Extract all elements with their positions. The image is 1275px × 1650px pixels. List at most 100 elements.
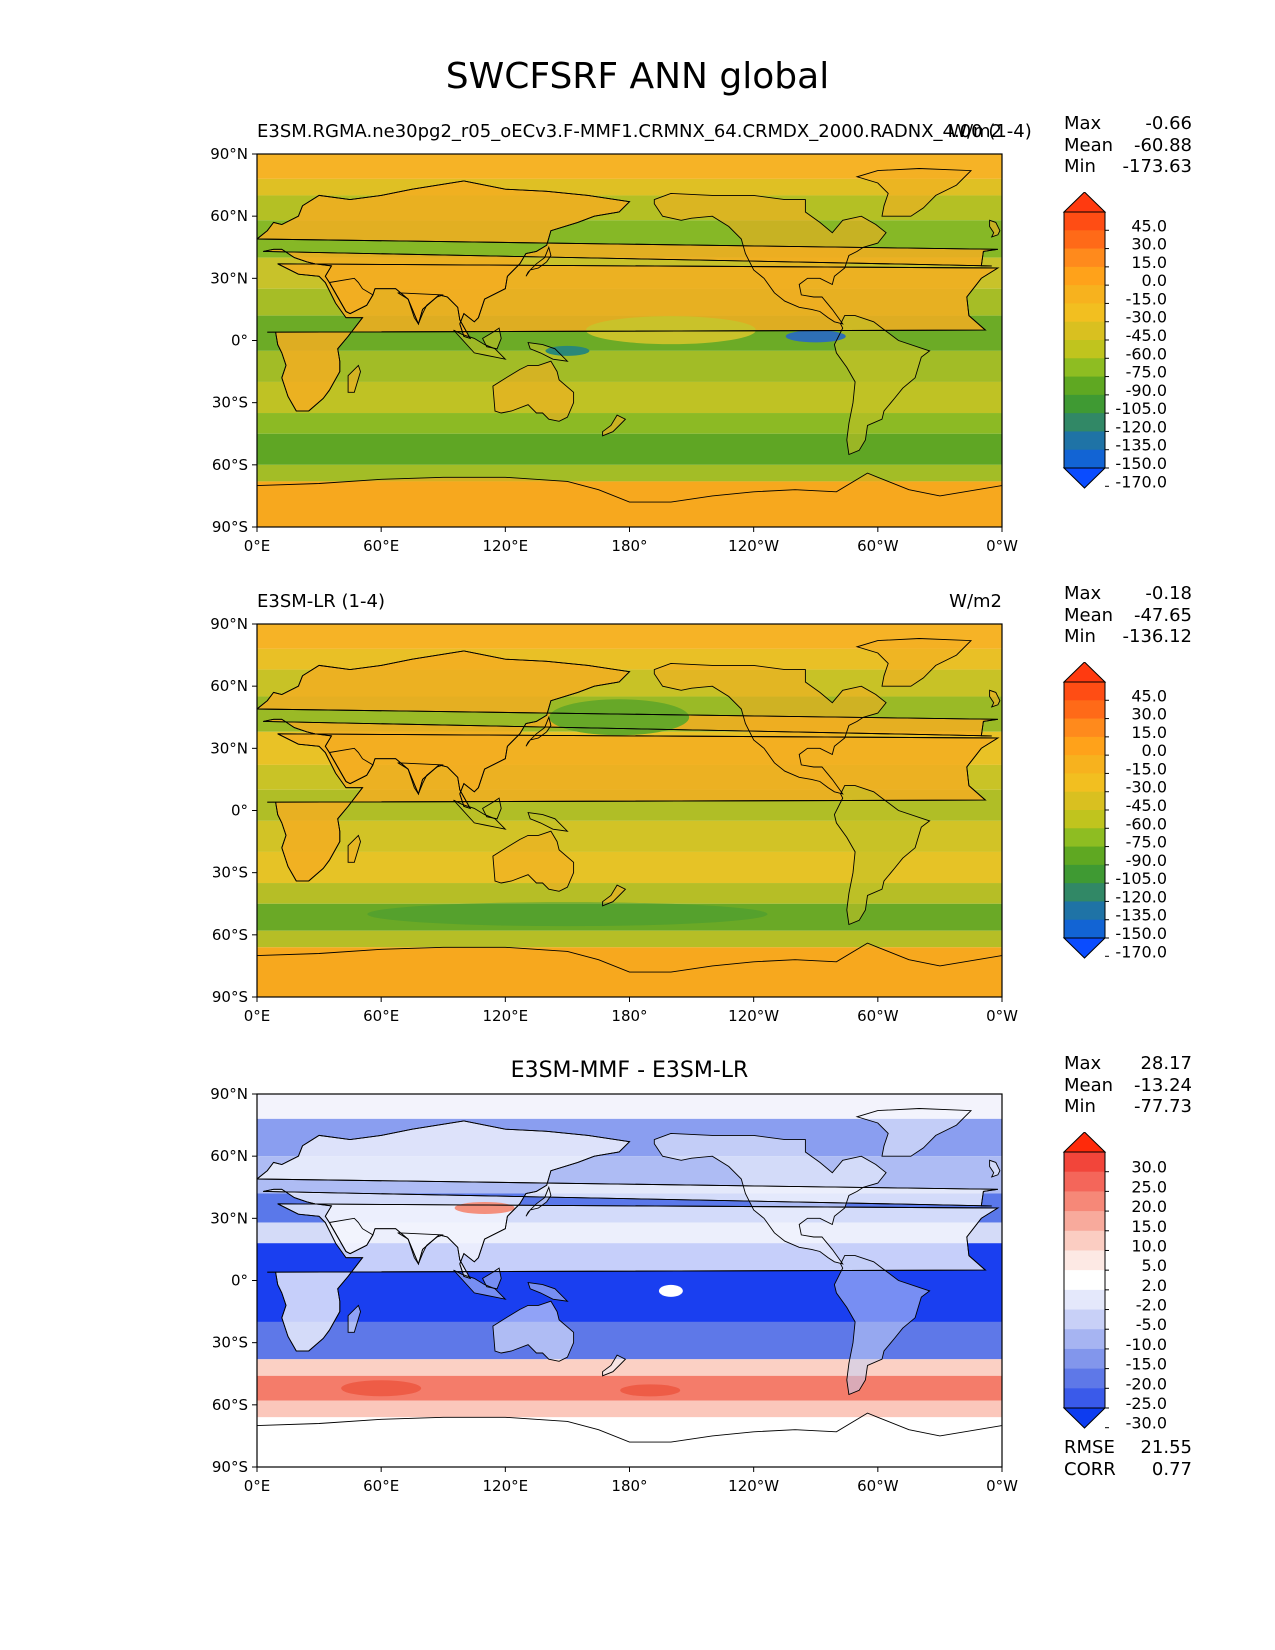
lat-tick-label: 0°	[231, 332, 248, 350]
colorbar-label: -20.0	[1126, 1374, 1167, 1393]
colorbar-segment	[1064, 413, 1105, 432]
coastline	[527, 342, 569, 362]
figure-title: SWCFSRF ANN global	[445, 56, 830, 97]
panel-units: W/m2	[949, 591, 1002, 612]
lon-tick-label: 60°W	[857, 537, 899, 555]
lon-tick-label: 0°W	[986, 537, 1018, 555]
lat-tick-label: 60°S	[212, 1396, 248, 1414]
colorbar-segment	[1064, 1329, 1105, 1350]
lat-tick-label: 30°S	[212, 394, 248, 412]
colorbar-label: -135.0	[1115, 906, 1167, 925]
land-fill	[257, 180, 998, 339]
field-band	[257, 930, 1002, 948]
field-band	[257, 413, 1002, 434]
lat-tick-label: 30°N	[210, 739, 248, 757]
land-fill	[857, 638, 971, 687]
colorbar-segment	[1064, 682, 1105, 701]
colorbar-label: -135.0	[1115, 436, 1167, 455]
coastline	[653, 662, 887, 795]
coastline	[525, 245, 552, 277]
colorbar-segment	[1064, 1171, 1105, 1192]
land-fill	[834, 315, 930, 455]
lon-tick-label: 60°E	[363, 1477, 399, 1495]
stat-label: Min	[1064, 626, 1096, 647]
coastline	[347, 1304, 361, 1333]
colorbar-label: 5.0	[1142, 1256, 1167, 1275]
colorbar-label: -45.0	[1126, 326, 1167, 345]
map-field	[257, 154, 1002, 527]
land-fill	[528, 1282, 568, 1302]
field-feature	[367, 902, 768, 927]
map-field	[257, 624, 1002, 997]
stat-value: -77.73	[1133, 1096, 1192, 1117]
coastline	[257, 180, 998, 340]
stat-value: -13.24	[1133, 1074, 1192, 1096]
lat-tick-label: 60°N	[210, 207, 248, 225]
lon-tick-label: 180°	[611, 537, 647, 555]
field-feature	[341, 1380, 422, 1397]
land-fill	[257, 473, 1002, 527]
colorbar-label: 30.0	[1131, 235, 1167, 254]
lon-tick-label: 120°E	[483, 1477, 529, 1495]
field-band	[257, 1400, 1002, 1418]
colorbar-segment	[1064, 1152, 1105, 1173]
field-feature	[545, 345, 590, 356]
coastline	[267, 733, 1000, 882]
land-fill	[482, 328, 502, 349]
coastline	[602, 414, 627, 437]
colorbar-label: 25.0	[1131, 1177, 1167, 1196]
colorbar-label: -2.0	[1136, 1296, 1167, 1315]
colorbar-segment	[1064, 285, 1105, 304]
lat-tick-label: 90°N	[210, 1085, 248, 1103]
land-fill	[329, 1218, 373, 1254]
map-field	[257, 1094, 1002, 1467]
land-fill	[528, 812, 568, 832]
coastline	[833, 785, 931, 926]
land-fill	[257, 650, 998, 809]
colorbar-segment	[1064, 212, 1105, 231]
lat-tick-label: 90°S	[212, 518, 248, 536]
land-fill	[834, 1255, 930, 1395]
land-fill	[257, 1413, 1002, 1467]
stat-value: -0.18	[1145, 583, 1192, 604]
lon-tick-label: 120°E	[483, 1007, 529, 1025]
stat-value: -47.65	[1133, 604, 1192, 626]
coastline	[257, 472, 1002, 503]
lon-tick-label: 0°E	[244, 1007, 271, 1025]
land-fill	[654, 193, 887, 324]
colorbar-segment	[1064, 303, 1105, 323]
colorbar: 45.030.015.00.0-15.0-30.0-45.0-60.0-75.0…	[1062, 192, 1167, 491]
colorbar-label: 15.0	[1131, 1217, 1167, 1236]
colorbar-label: -30.0	[1126, 308, 1167, 327]
colorbar-label: 0.0	[1142, 741, 1167, 760]
lat-tick-label: 30°S	[212, 864, 248, 882]
colorbar-extend-bottom	[1062, 1407, 1107, 1429]
colorbar-segment	[1064, 376, 1105, 396]
coastline	[482, 1267, 502, 1290]
rmse-label: RMSE	[1064, 1437, 1115, 1458]
colorbar-label: -15.0	[1126, 759, 1167, 778]
colorbar-label: -150.0	[1115, 454, 1167, 473]
colorbar-label: -15.0	[1126, 1355, 1167, 1374]
coastline	[527, 812, 569, 832]
colorbar-label: 30.0	[1131, 1158, 1167, 1177]
colorbar-label: 15.0	[1131, 723, 1167, 742]
colorbar-segment	[1064, 736, 1105, 756]
panel-title-left: E3SM-LR (1-4)	[257, 591, 385, 612]
lat-tick-label: 30°N	[210, 269, 248, 287]
colorbar-segment	[1064, 1270, 1105, 1291]
lat-tick-label: 90°S	[212, 1458, 248, 1476]
stat-label: Mean	[1064, 604, 1114, 626]
colorbar-segment	[1064, 846, 1105, 866]
coastline	[527, 1282, 569, 1302]
land-fill	[348, 365, 361, 393]
map-plot: 90°N 60°N 30°N 0° 30°S 60°S 90°S0°E 60°E 120°E 18…	[210, 615, 1018, 1025]
colorbar-segment	[1064, 248, 1105, 268]
coastline	[267, 1203, 1000, 1352]
lat-tick-label: 60°N	[210, 1147, 248, 1165]
lon-tick-label: 120°W	[728, 1007, 779, 1025]
coastline	[397, 1232, 444, 1265]
stat-label: Max	[1064, 113, 1102, 134]
coastline	[492, 360, 575, 422]
lon-tick-label: 0°E	[244, 1477, 271, 1495]
